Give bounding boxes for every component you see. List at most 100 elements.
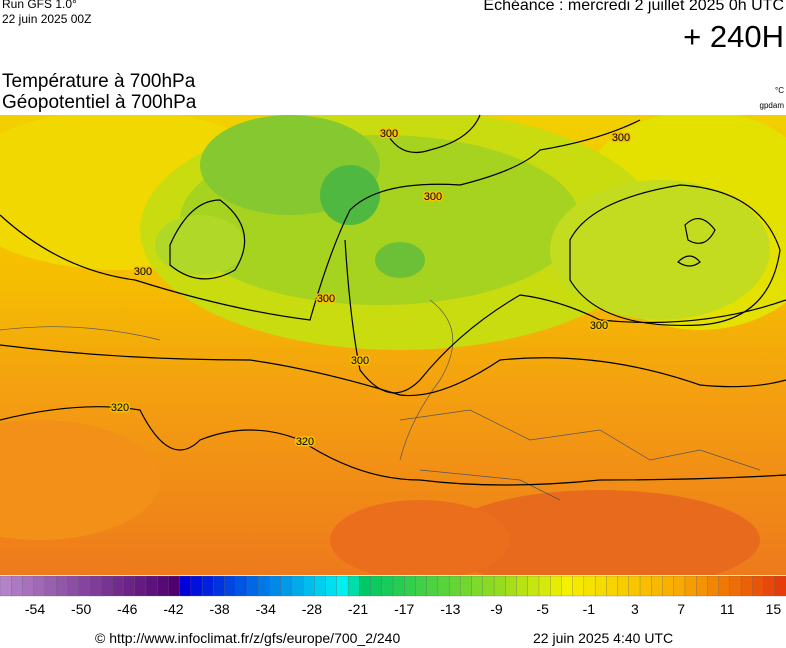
geopotential-contours [0, 114, 786, 486]
colorbar-label: -34 [256, 601, 276, 617]
colorbar-label: 11 [720, 601, 735, 617]
colorbar-swatch [740, 575, 753, 597]
colorbar-swatch [707, 575, 720, 597]
colorbar-swatch [112, 575, 124, 597]
colorbar-swatch [583, 575, 596, 597]
colorbar-swatch [201, 575, 214, 597]
colorbar-swatch [662, 575, 675, 597]
colorbar-swatch [168, 575, 181, 597]
colorbar-label: -38 [209, 601, 229, 617]
colorbar-swatch [44, 575, 57, 597]
colorbar-swatch [100, 575, 113, 597]
colorbar-swatch [280, 575, 293, 597]
colorbar-label: 3 [631, 601, 639, 617]
colorbar-swatch [67, 575, 80, 597]
colorbar-swatch [538, 575, 551, 597]
colorbar-swatch [505, 575, 517, 597]
footer-source: © http://www.infoclimat.fr/z/gfs/europe/… [95, 630, 401, 646]
colorbar-swatch [684, 575, 697, 597]
colorbar-swatch [33, 575, 46, 597]
colorbar-label: 15 [766, 601, 782, 617]
colorbar-swatch [55, 575, 68, 597]
colorbar-swatch [482, 575, 495, 597]
colorbar-swatch [336, 575, 349, 597]
colorbar-swatch [572, 575, 585, 597]
colorbar-swatch [426, 575, 439, 597]
colorbar-swatch [437, 575, 450, 597]
colorbar-swatch [78, 575, 91, 597]
temperature-field [0, 115, 786, 575]
colorbar-label: -42 [163, 601, 183, 617]
run-date: 22 juin 2025 00Z [2, 12, 92, 26]
colorbar-swatch [370, 575, 383, 597]
colorbar-swatch [258, 575, 270, 597]
colorbar-label: -54 [25, 601, 45, 617]
colorbar-swatch [145, 575, 158, 597]
run-label: Run GFS 1.0° [2, 0, 77, 11]
colorbar-swatch [448, 575, 461, 597]
colorbar-swatch [347, 575, 360, 597]
colorbar-swatch [224, 575, 237, 597]
colorbar-swatch [550, 575, 562, 597]
colorbar-swatch [639, 575, 652, 597]
footer-timestamp: 22 juin 2025 4:40 UTC [533, 630, 674, 646]
contour-label: 320 [111, 402, 129, 414]
colorbar-swatch [606, 575, 619, 597]
colorbar-swatch [359, 575, 371, 597]
colorbar-label: -50 [71, 601, 91, 617]
colorbar-label: 7 [677, 601, 685, 617]
colorbar-swatch [527, 575, 540, 597]
colorbar-swatch [291, 575, 304, 597]
colorbar-swatch [460, 575, 473, 597]
contour-label: 300 [380, 128, 398, 140]
colorbar-label: -28 [302, 601, 322, 617]
colorbar-swatch [246, 575, 259, 597]
colorbar-swatch [696, 575, 708, 597]
colorbar-swatch [89, 575, 102, 597]
colorbar-swatch [516, 575, 529, 597]
colorbar-swatch [179, 575, 192, 597]
colorbar-swatch [392, 575, 405, 597]
contour-label: 300 [134, 266, 152, 278]
colorbar-swatch [493, 575, 506, 597]
echeance: Echéance : mercredi 2 juillet 2025 0h UT… [483, 0, 784, 14]
unit-temperature: °C [775, 86, 784, 95]
unit-geopotential: gpdam [759, 101, 784, 110]
colorbar-swatch [718, 575, 731, 597]
colorbar-swatch [628, 575, 641, 597]
colorbar-swatch [729, 575, 742, 597]
colorbar-swatch [763, 575, 776, 597]
colorbar-swatch [213, 575, 226, 597]
colorbar-swatch [561, 575, 574, 597]
colorbar-label: -17 [394, 601, 414, 617]
contour-label: 300 [590, 320, 608, 332]
colorbar-swatch [325, 575, 338, 597]
colorbar-swatch [594, 575, 607, 597]
lead-time: + 240H [683, 19, 784, 54]
colorbar-swatch [381, 575, 394, 597]
contour-label: 300 [612, 132, 630, 144]
colorbar-swatch [0, 575, 12, 597]
colorbar-label: -21 [348, 601, 368, 617]
colorbar-label: -9 [490, 601, 503, 617]
title-geopotential: Géopotentiel à 700hPa [2, 92, 197, 113]
colorbar-swatch [673, 575, 686, 597]
colorbar-swatch [235, 575, 248, 597]
colorbar-swatch [617, 575, 630, 597]
colorbar-swatch [134, 575, 147, 597]
colorbar-label: -1 [583, 601, 596, 617]
colorbar-swatch [404, 575, 416, 597]
colorbar-swatch [314, 575, 327, 597]
contour-label: 300 [424, 191, 442, 203]
colorbar-swatch [190, 575, 203, 597]
colorbar-label: -46 [117, 601, 137, 617]
colorbar-swatch [774, 575, 786, 597]
colorbar-swatch [11, 575, 23, 597]
contour-label: 300 [317, 293, 335, 305]
colorbar: -54 -50 -46 -42 -38 -34 -28 -21 -17 -13 -9 -5 -1 3 7 11… [0, 575, 786, 617]
colorbar-swatch [415, 575, 428, 597]
colorbar-swatch [157, 575, 169, 597]
colorbar-label: -13 [440, 601, 460, 617]
